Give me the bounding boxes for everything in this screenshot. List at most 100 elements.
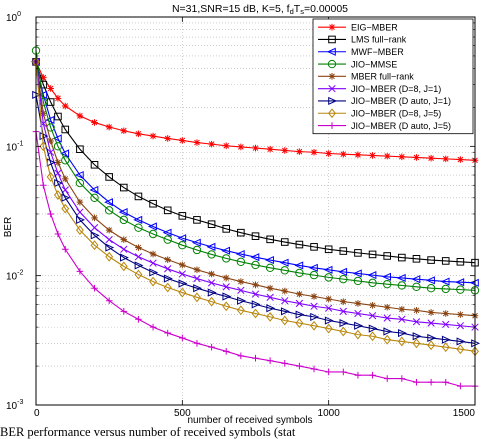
data-point [413,378,420,386]
data-point [39,132,49,141]
data-point [89,185,99,195]
data-point [441,257,450,265]
data-point [208,140,215,148]
data-point [222,348,230,355]
data-point [281,147,289,154]
data-point [237,296,246,305]
data-point [178,287,187,298]
x-axis-label: number of received symbols [187,415,312,425]
data-point [90,193,99,203]
data-point [324,316,334,325]
data-point [251,290,260,298]
y-axis-label: BER [3,217,14,238]
data-point [133,215,143,224]
data-point [280,238,289,246]
data-point [149,276,158,287]
data-point [310,320,318,331]
legend-label: MBER full−rank [351,72,414,82]
legend-label: JIO−MBER (D=8, J=5) [351,108,441,118]
legend-label: EIG−MBER [351,22,398,32]
x-tick-label: 500 [174,408,191,419]
legend: EIG−MBER LMS full−rank MWF−MBER JIO−MMSE MBE… [312,18,474,135]
data-point [40,74,47,81]
data-point [382,272,391,281]
series-line [35,61,476,352]
data-point [164,135,171,142]
data-point [47,85,54,92]
data-point [135,130,142,138]
data-point [354,151,362,159]
series-8 [32,56,479,357]
data-point [296,362,303,370]
data-point [222,292,232,301]
data-point [250,253,260,262]
series-6 [32,58,479,331]
legend-label: MWF−MBER [351,47,404,57]
data-point [427,319,435,327]
data-point [178,212,187,220]
data-point [53,142,63,151]
data-point [340,368,347,376]
data-point [398,253,406,262]
data-point [296,148,303,155]
data-point [54,95,62,102]
series-line [35,61,476,264]
data-point [54,178,64,188]
legend-entry: JIO−MBER (D=8, J=5) [318,108,441,118]
data-point [40,110,47,117]
data-point [295,310,305,319]
data-point [457,156,464,163]
data-point [120,308,128,315]
data-point [76,268,84,275]
data-point [164,265,172,273]
data-point [119,261,128,272]
series-1 [32,58,479,164]
y-tick-label: 100 [6,11,21,24]
data-point [352,269,362,278]
ber-chart: N=31,SNR=15 dB, K=5, fdTs=0.00005 0 500 10… [3,3,481,425]
data-point [177,234,187,243]
data-point [164,329,171,337]
data-point [396,273,406,283]
data-point [193,139,201,146]
data-point [281,360,289,367]
data-point [266,235,274,244]
legend-marker [328,84,336,93]
data-point [413,306,420,314]
data-point [105,297,113,305]
data-point [383,314,391,322]
data-point [310,148,318,156]
data-point [442,310,450,317]
data-point [296,290,303,298]
figure-caption: BER performance versus number of receive… [0,425,296,439]
data-point [369,371,376,379]
data-point [222,142,230,150]
data-point [310,302,318,310]
data-point [178,270,186,278]
data-point [427,309,435,316]
legend-marker [328,96,338,106]
data-point [193,284,203,293]
data-point [308,263,318,272]
data-point [74,170,84,180]
data-point [310,293,318,300]
legend-entry: JIO−MBER (D auto, J=5) [318,121,451,131]
data-point [90,224,99,232]
data-point [251,260,260,270]
data-point [340,298,347,305]
legend-label: LMS full−rank [351,35,407,45]
series-7 [32,90,481,348]
data-point [222,274,230,282]
data-point [135,244,142,251]
data-point [120,245,128,253]
data-point [353,329,362,340]
data-point [338,267,348,276]
data-point [178,279,188,288]
data-point [61,175,69,183]
legend-entry: JIO−MBER (D auto, J=1) [318,96,451,106]
data-point [207,220,216,228]
data-point [397,281,407,290]
data-point [281,287,289,295]
legend-marker [326,47,336,56]
data-point [134,253,143,261]
